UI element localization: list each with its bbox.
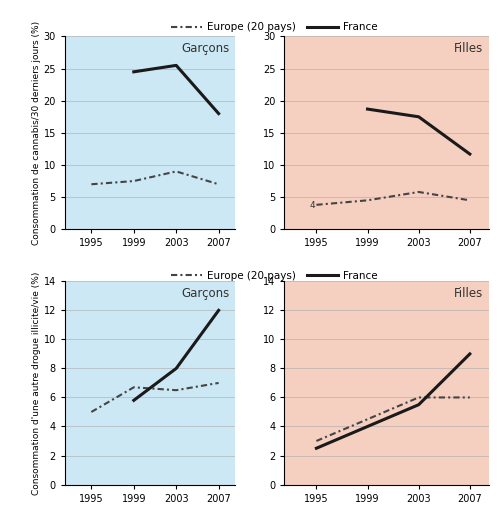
Text: Filles: Filles — [454, 42, 483, 55]
Text: 4: 4 — [310, 201, 316, 210]
Legend: Europe (20 pays), France: Europe (20 pays), France — [167, 18, 382, 36]
Y-axis label: Consommation de cannabis/30 derniers jours (%): Consommation de cannabis/30 derniers jou… — [31, 21, 40, 245]
Text: Garçons: Garçons — [181, 42, 230, 55]
Y-axis label: Consommation d'une autre drogue illicite/vie (%): Consommation d'une autre drogue illicite… — [32, 271, 41, 494]
Text: Filles: Filles — [454, 288, 483, 301]
Legend: Europe (20 pays), France: Europe (20 pays), France — [167, 267, 382, 285]
Text: Garçons: Garçons — [181, 288, 230, 301]
